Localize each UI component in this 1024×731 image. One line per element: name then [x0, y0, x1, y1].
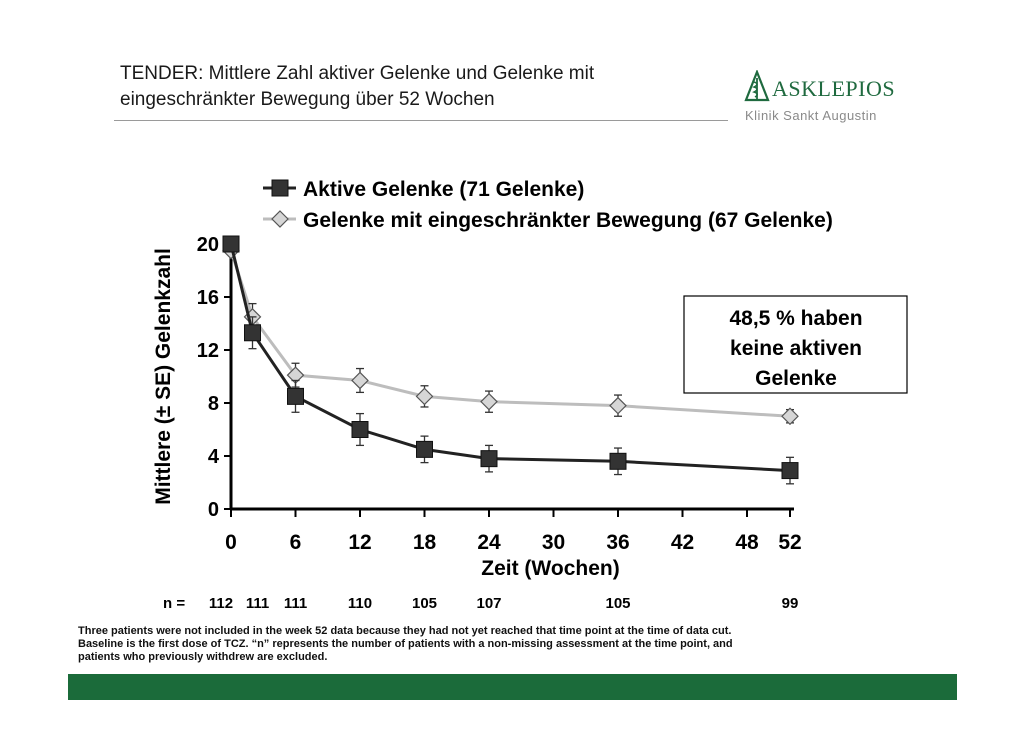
slide-title: TENDER: Mittlere Zahl aktiver Gelenke un…: [120, 61, 720, 113]
data-point: [287, 387, 304, 405]
data-point: [244, 324, 261, 342]
asclepius-staff-icon: [744, 70, 770, 102]
x-tick-label: 42: [671, 531, 694, 554]
data-point: [416, 440, 433, 458]
data-point: [781, 462, 799, 480]
x-ticks: 0 6 12 18 24 30 36 42 48 52: [225, 509, 802, 554]
x-tick-label: 12: [348, 531, 371, 554]
n-value: 107: [476, 595, 501, 612]
y-tick-label: 12: [197, 340, 219, 362]
legend-item: Gelenke mit eingeschränkter Bewegung (67…: [263, 209, 833, 232]
x-tick-label: 30: [542, 531, 565, 554]
x-tick-label: 6: [290, 531, 302, 554]
series-line: [229, 243, 791, 473]
series-layer: [222, 235, 799, 485]
legend-label: Aktive Gelenke (71 Gelenke): [303, 178, 584, 201]
n-value: 105: [412, 595, 437, 612]
annotation-text: keine aktiven: [730, 337, 862, 360]
n-value: 111: [284, 595, 307, 612]
n-value: 112: [209, 595, 233, 612]
x-axis-title: Zeit (Wochen): [481, 557, 619, 580]
y-tick-label: 4: [208, 446, 220, 468]
annotation-frame: [683, 295, 908, 394]
legend-item: Aktive Gelenke (71 Gelenke): [263, 178, 584, 201]
x-tick-label: 18: [413, 531, 437, 554]
y-tick-label: 0: [208, 499, 219, 521]
x-tick-label: 52: [778, 531, 801, 554]
legend: Aktive Gelenke (71 Gelenke) Gelenke mit e…: [263, 178, 833, 232]
annotation-text: Gelenke: [755, 367, 837, 390]
series-square: [222, 235, 799, 485]
data-point: [609, 396, 627, 415]
logo-name: ASKLEPIOS: [772, 76, 896, 101]
data-point: [351, 421, 369, 438]
slide-title-line-2: eingeschränkter Bewegung über 52 Wochen: [120, 89, 495, 110]
y-tick-label: 20: [197, 234, 219, 256]
x-tick-label: 36: [606, 531, 629, 554]
n-value: 110: [348, 595, 372, 612]
y-tick-label: 16: [197, 287, 219, 309]
x-tick-label: 24: [477, 531, 501, 554]
title-divider: [114, 120, 728, 121]
legend-label: Gelenke mit eingeschränkter Bewegung (67…: [303, 209, 833, 232]
y-axis-title: Mittlere (± SE) Gelenkzahl: [152, 248, 175, 505]
data-point: [781, 407, 799, 426]
logo-subtitle: Klinik Sankt Augustin: [745, 108, 877, 123]
data-point: [480, 392, 498, 411]
data-point: [480, 450, 498, 468]
n-value: 111: [246, 595, 269, 612]
n-value: 105: [605, 595, 630, 612]
slide-title-line-1: TENDER: Mittlere Zahl aktiver Gelenke un…: [120, 63, 595, 84]
annotation-text: 48,5 % haben: [729, 307, 862, 330]
legend-marker: [271, 179, 289, 197]
footnote: Three patients were not included in the …: [78, 625, 733, 663]
data-point: [351, 371, 369, 390]
y-ticks: 0 4 8 12 16 20: [197, 234, 231, 521]
data-point: [222, 235, 240, 253]
x-tick-label: 0: [225, 531, 237, 554]
x-tick-label: 48: [735, 531, 759, 554]
data-point: [609, 452, 627, 470]
n-value: 99: [782, 595, 799, 612]
n-row: n = 112 111 111 110 105 107 105 99: [163, 595, 798, 612]
annotation-box: 48,5 % haben keine aktiven Gelenke: [683, 295, 908, 394]
footer-bar: [68, 674, 957, 700]
n-label: n =: [163, 595, 185, 612]
legend-marker: [271, 210, 289, 228]
data-point: [415, 387, 434, 406]
asklepios-logo: ASKLEPIOS Klinik Sankt Augustin: [742, 66, 922, 128]
y-tick-label: 8: [208, 393, 219, 415]
